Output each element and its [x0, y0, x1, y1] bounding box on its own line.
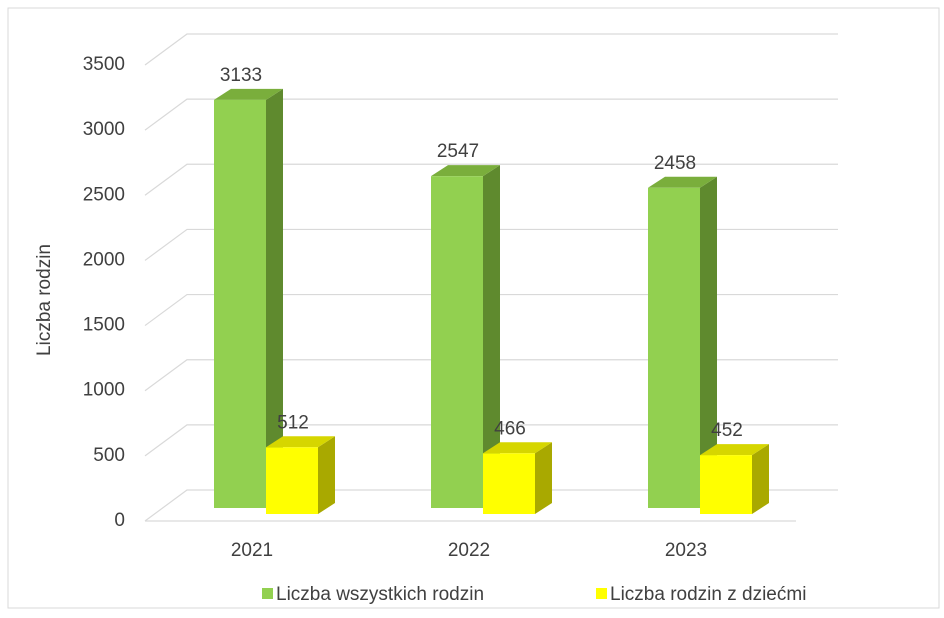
bar-top	[214, 88, 283, 100]
data-label: 512	[277, 412, 309, 433]
y-axis-title: Liczba rodzin	[34, 244, 55, 356]
grid-line	[144, 359, 838, 392]
bar-front	[431, 176, 483, 508]
bar	[700, 444, 769, 514]
bar-side	[752, 444, 769, 514]
y-tick-label: 1500	[83, 315, 125, 336]
grid-line	[144, 33, 838, 66]
y-tick-label: 2000	[83, 249, 125, 270]
y-tick-label: 500	[93, 445, 125, 466]
bar-front	[700, 455, 752, 514]
y-tick-label: 0	[114, 510, 125, 531]
y-tick-label: 1000	[83, 380, 125, 401]
grid-line	[144, 228, 838, 261]
bar-top	[483, 442, 552, 454]
grid-line	[144, 163, 838, 196]
x-tick-label: 2022	[448, 540, 490, 561]
grid-line	[144, 489, 838, 522]
x-tick-label: 2023	[665, 540, 707, 561]
legend-swatch	[596, 588, 607, 599]
x-tick-label: 2021	[231, 540, 273, 561]
data-label: 466	[494, 418, 526, 439]
bar	[483, 442, 552, 514]
bar-side	[318, 436, 335, 514]
data-label: 452	[711, 420, 743, 441]
data-label: 3133	[220, 65, 262, 86]
bar-top	[431, 165, 500, 177]
bar-front	[214, 99, 266, 509]
bar-top	[648, 176, 717, 188]
y-tick-label: 3000	[83, 119, 125, 140]
bar-front	[483, 453, 535, 514]
grid-line	[144, 424, 838, 457]
bar-front	[266, 447, 318, 514]
legend-label: Liczba rodzin z dziećmi	[610, 584, 806, 605]
data-label: 2547	[437, 141, 479, 162]
bar	[431, 165, 500, 508]
grid-line	[144, 98, 838, 131]
bar-side	[700, 176, 717, 508]
legend-label: Liczba wszystkich rodzin	[276, 584, 484, 605]
bar	[648, 176, 717, 508]
bar	[266, 436, 335, 514]
bar-top	[700, 444, 769, 456]
bar-top	[266, 436, 335, 448]
bar-side	[266, 88, 283, 509]
legend-swatch	[262, 588, 273, 599]
y-tick-label: 2500	[83, 184, 125, 205]
bar-side	[535, 442, 552, 514]
bar-side	[483, 165, 500, 508]
y-tick-label: 3500	[83, 54, 125, 75]
data-label: 2458	[654, 153, 696, 174]
bar	[214, 88, 283, 509]
bar-front	[648, 187, 700, 508]
grid-line	[144, 293, 838, 327]
